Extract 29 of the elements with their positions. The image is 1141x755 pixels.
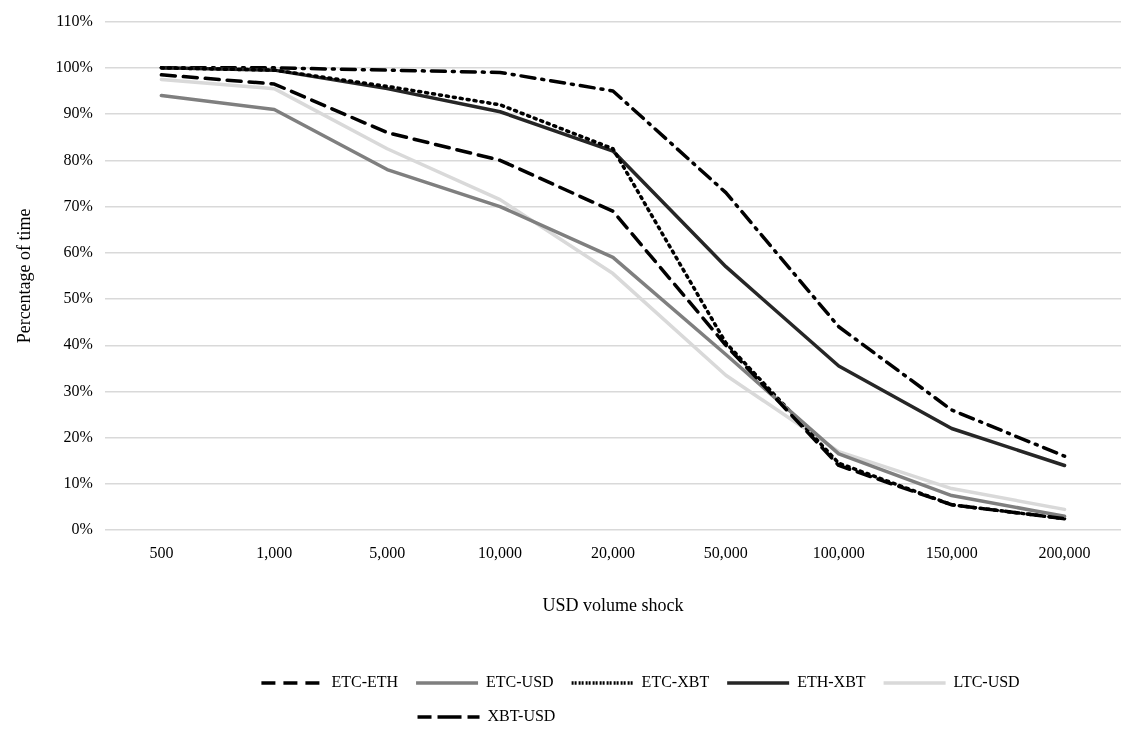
legend-label: ETH-XBT — [797, 673, 866, 691]
legend-label: ETC-USD — [486, 673, 554, 691]
y-tick-label: 110% — [56, 11, 93, 29]
x-tick-label: 100,000 — [812, 544, 865, 561]
x-tick-label: 200,000 — [1038, 544, 1091, 561]
y-tick-label: 100% — [55, 58, 93, 76]
x-tick-label: 1,000 — [256, 544, 293, 561]
y-tick-label: 30% — [63, 381, 93, 399]
legend-label: ETC-ETH — [331, 673, 399, 691]
y-tick-label: 80% — [63, 150, 93, 168]
x-axis-title: USD volume shock — [542, 594, 684, 615]
legend-label: XBT-USD — [487, 707, 556, 725]
y-axis-title: Percentage of time — [13, 208, 34, 344]
y-tick-label: 10% — [63, 474, 93, 492]
y-tick-label: 50% — [63, 289, 93, 307]
legend-label: ETC-XBT — [641, 673, 710, 691]
y-tick-label: 90% — [63, 104, 93, 122]
y-tick-label: 20% — [63, 427, 93, 445]
x-tick-label: 50,000 — [703, 544, 748, 561]
x-tick-label: 500 — [149, 544, 174, 561]
y-tick-label: 70% — [63, 196, 93, 214]
x-tick-label: 5,000 — [369, 544, 406, 561]
x-tick-label: 20,000 — [590, 544, 635, 561]
x-tick-label: 10,000 — [478, 544, 523, 561]
y-tick-label: 0% — [71, 520, 93, 538]
legend-label: LTC-USD — [953, 673, 1020, 691]
x-tick-label: 150,000 — [925, 544, 978, 561]
y-tick-label: 60% — [63, 242, 93, 260]
y-tick-label: 40% — [63, 335, 93, 353]
